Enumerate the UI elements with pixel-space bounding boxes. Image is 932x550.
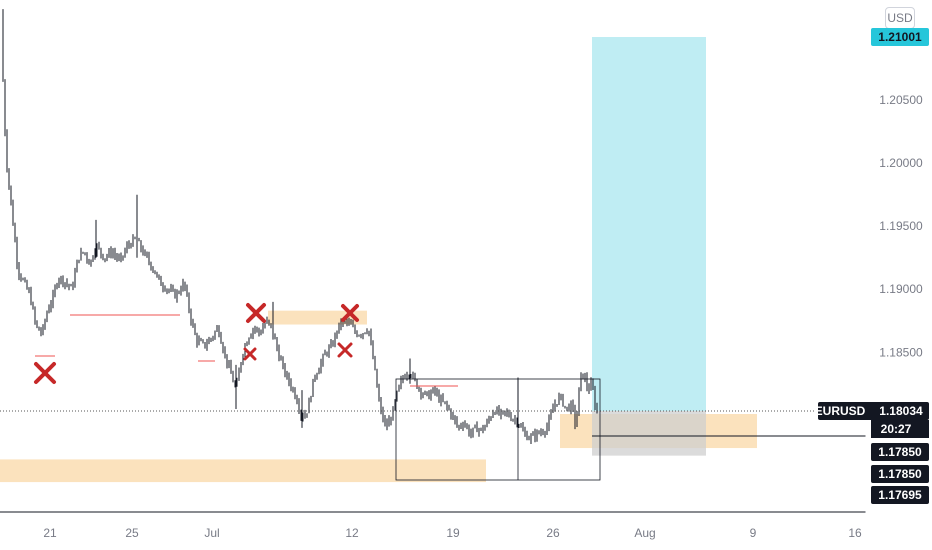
price-tag-bg [871, 486, 929, 504]
price-tag: 1.21001 [871, 28, 929, 46]
y-tick-label: 1.19000 [879, 282, 923, 296]
cross-marker [337, 342, 353, 358]
last-price-tag: EURUSD 1.18034 20:27 [815, 402, 929, 438]
candles-layer [2, 9, 598, 444]
price-tag: 1.17695 [871, 486, 929, 504]
price-tag-label: 1.17850 [878, 445, 922, 459]
last-price-bg [818, 402, 929, 420]
x-tick-label: 12 [345, 526, 359, 540]
zones-layer [0, 310, 757, 483]
price-tag-bg [871, 465, 929, 483]
last-price-label: 1.18034 [879, 404, 923, 418]
countdown-label: 20:27 [881, 422, 912, 436]
symbol-label: EURUSD [815, 404, 866, 418]
cross-marker [341, 304, 359, 322]
y-tick-label: 1.20000 [879, 156, 923, 170]
stop-box [592, 411, 706, 456]
range-box [395, 378, 601, 481]
price-tag-bg [871, 443, 929, 461]
cross-stroke [246, 303, 266, 323]
y-tick-label: 1.19500 [879, 219, 923, 233]
y-tick-label: 1.18500 [879, 345, 923, 359]
price-tag: 1.17850 [871, 465, 929, 483]
x-tick-label: 16 [848, 526, 862, 540]
price-tag-label: 1.17695 [878, 488, 922, 502]
cross-marker [246, 303, 266, 323]
price-tag-label: 1.21001 [878, 30, 922, 44]
price-tags: 1.21001 1.17850 1.17850 1.17695 EURUSD 1.1803… [815, 28, 929, 504]
annotations-layer [0, 303, 866, 513]
price-tag-bg [871, 28, 929, 46]
cross-stroke [337, 342, 353, 358]
y-axis[interactable]: 1.20500 1.20000 1.19500 1.19000 1.18500 [865, 0, 923, 550]
currency-badge[interactable]: USD [885, 7, 915, 29]
cross-stroke [243, 347, 257, 361]
target-box [592, 37, 706, 411]
x-axis[interactable]: 21 25 Jul 12 19 26 Aug 9 16 [43, 526, 862, 540]
cross-stroke [34, 362, 56, 384]
trade-layer [592, 37, 706, 456]
x-tick-label: Aug [634, 526, 655, 540]
cross-marker [34, 362, 56, 384]
cross-stroke [341, 304, 359, 322]
demand-zone-bottom [0, 459, 486, 483]
x-tick-label: 9 [750, 526, 757, 540]
countdown-bg [871, 420, 929, 438]
x-tick-label: 25 [125, 526, 139, 540]
x-tick-label: Jul [204, 526, 219, 540]
price-tag-label: 1.17850 [878, 467, 922, 481]
cross-marker [243, 347, 257, 361]
price-tag: 1.17850 [871, 443, 929, 461]
x-tick-label: 19 [446, 526, 460, 540]
x-tick-label: 21 [43, 526, 57, 540]
y-tick-label: 1.20500 [879, 93, 923, 107]
x-tick-label: 26 [546, 526, 560, 540]
